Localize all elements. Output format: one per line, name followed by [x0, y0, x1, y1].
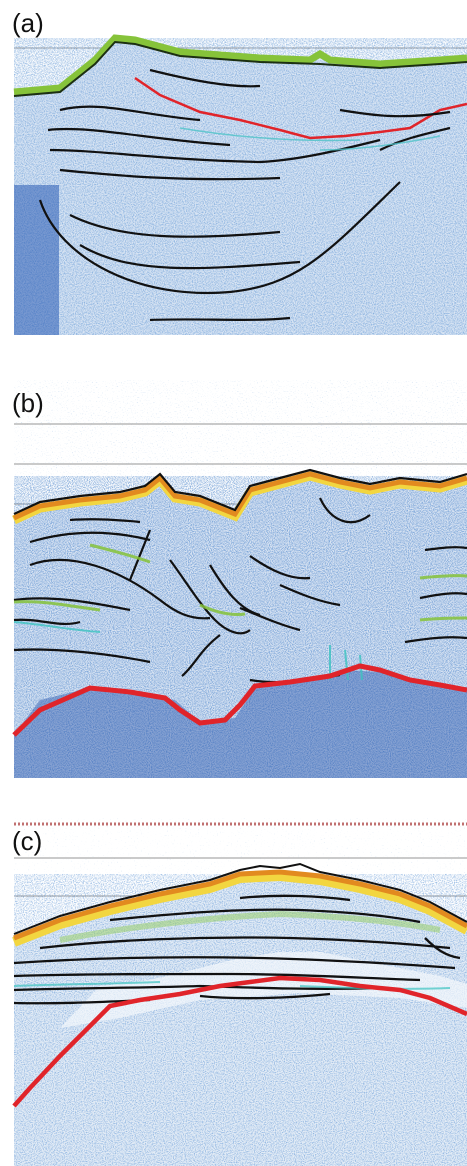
- speckle-dark: [14, 874, 467, 1166]
- transparent-layer: [60, 952, 467, 1028]
- internal-reflectors: [13, 497, 467, 684]
- seabed-reflector: [13, 34, 467, 96]
- panel-label-c: (c): [12, 826, 43, 856]
- faint-reflectors: [179, 127, 441, 151]
- seismic-profile-c: [0, 818, 467, 1166]
- red-horizon: [12, 663, 467, 737]
- dark-reflection-zone: [14, 185, 59, 335]
- seismic-profile-b: [0, 380, 467, 778]
- panel-label-b: (b): [12, 388, 44, 418]
- acoustic-basement-zone: [14, 670, 467, 778]
- green-reflectors: [13, 543, 467, 622]
- panel-c: (c): [0, 818, 467, 1166]
- panel-a: (a): [0, 0, 467, 340]
- seismic-profile-a: [0, 0, 467, 340]
- red-horizon: [134, 76, 467, 140]
- cyan-reflectors: [13, 621, 363, 681]
- internal-reflectors: [38, 68, 451, 322]
- seabed-black-line: [13, 40, 467, 97]
- seabed-black-line: [13, 468, 467, 515]
- seabed-orange-band: [13, 869, 467, 941]
- seabed-orange-band: [12, 471, 467, 521]
- speckle-dark: [14, 476, 467, 778]
- seabed-yellow-band: [12, 870, 467, 947]
- internal-reflectors: [13, 894, 461, 1005]
- red-horizon: [12, 975, 467, 1108]
- panel-b: (b): [0, 380, 467, 778]
- seabed-black-line: [13, 862, 467, 935]
- green-band: [59, 910, 441, 943]
- panel-label-a: (a): [12, 8, 44, 38]
